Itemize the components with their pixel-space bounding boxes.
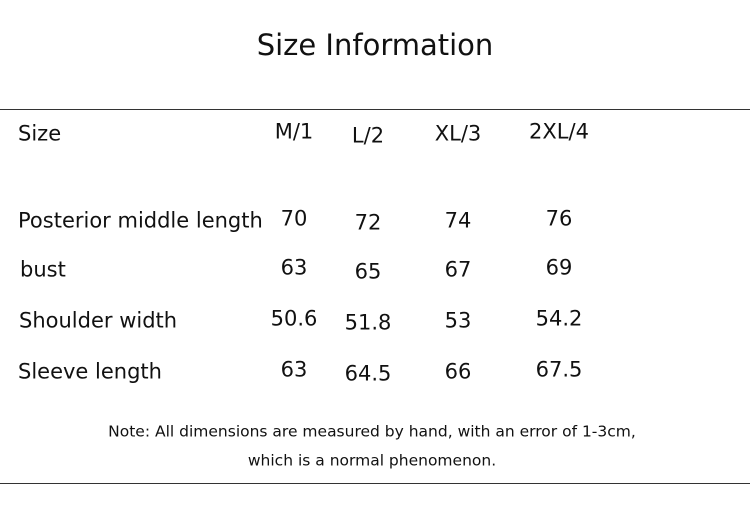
table-cell: 64.5 — [344, 361, 392, 386]
row-label: bust — [20, 257, 66, 282]
row-label: Sleeve length — [18, 359, 162, 384]
table-cell: 67 — [444, 257, 472, 282]
column-header: Size — [18, 121, 62, 146]
table-cell: 67.5 — [535, 357, 583, 382]
table-cell: 63 — [280, 255, 308, 280]
table-cell: 74 — [444, 208, 472, 233]
column-header: M/1 — [274, 119, 314, 144]
table-cell: 51.8 — [344, 310, 392, 335]
table-cell: 76 — [545, 206, 573, 231]
table-cell: 50.6 — [270, 306, 318, 331]
column-header: 2XL/4 — [529, 119, 589, 144]
divider — [0, 109, 750, 110]
table-cell: 66 — [444, 359, 472, 384]
column-header: XL/3 — [434, 121, 482, 146]
note-line: which is a normal phenomenon. — [247, 451, 497, 470]
row-label: Posterior middle length — [18, 208, 263, 233]
table-cell: 54.2 — [535, 306, 583, 331]
column-header: L/2 — [351, 123, 385, 148]
table-cell: 63 — [280, 357, 308, 382]
note-line: Note: All dimensions are measured by han… — [108, 422, 636, 441]
title: Size Information — [256, 28, 494, 62]
row-label: Shoulder width — [19, 308, 178, 333]
table-cell: 72 — [354, 210, 382, 235]
table-cell: 69 — [545, 255, 573, 280]
divider — [0, 483, 750, 484]
table-cell: 65 — [354, 259, 382, 284]
table-cell: 70 — [280, 206, 308, 231]
table-cell: 53 — [444, 308, 472, 333]
